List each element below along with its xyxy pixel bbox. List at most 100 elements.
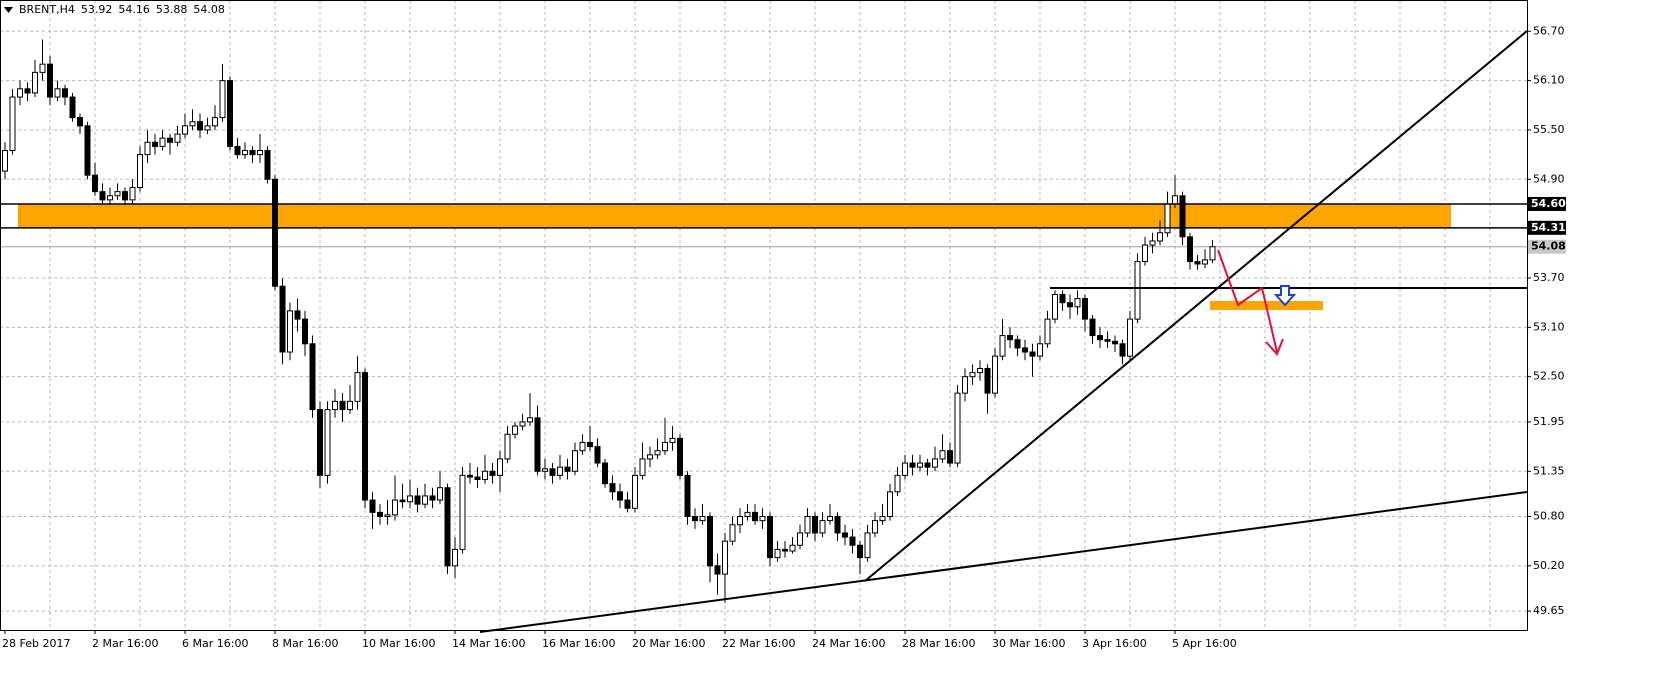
candle-body xyxy=(92,174,98,193)
candle-body xyxy=(302,318,308,345)
candle-body xyxy=(174,133,181,143)
candle-body xyxy=(399,499,406,503)
y-tick-label: 53.10 xyxy=(1533,320,1565,333)
candle-body xyxy=(744,511,751,518)
zone-layer xyxy=(18,203,1451,228)
sell-arrow xyxy=(1273,285,1297,307)
candle-body xyxy=(872,520,878,534)
candle-body xyxy=(482,470,488,480)
candle-body xyxy=(1014,339,1021,349)
candle-body xyxy=(617,491,623,501)
header: BRENT,H4 53.92 54.16 53.88 54.08 xyxy=(4,3,225,16)
candle-body xyxy=(594,446,601,464)
candle-body xyxy=(564,466,571,472)
candle-body xyxy=(1037,343,1043,357)
level-label-box xyxy=(1528,196,1566,211)
candle-body xyxy=(1074,298,1081,308)
candle-body xyxy=(144,141,151,156)
candle-body xyxy=(722,540,728,575)
candle-body xyxy=(1142,244,1148,263)
candle-body xyxy=(377,511,383,518)
candle-body xyxy=(2,150,8,172)
candle-body xyxy=(669,437,676,443)
x-tick-label: 16 Mar 16:00 xyxy=(542,637,615,650)
candle-body xyxy=(62,88,68,98)
candle-body xyxy=(114,191,121,197)
candle-body xyxy=(309,343,316,411)
candle-body xyxy=(234,145,241,156)
candle-body xyxy=(227,80,233,147)
candle-body xyxy=(587,441,593,448)
candle-body xyxy=(257,150,263,156)
candle-body xyxy=(572,450,578,472)
candle-body xyxy=(714,565,721,575)
candle-body xyxy=(272,178,278,287)
candle-body xyxy=(137,154,143,189)
resistance-zone xyxy=(18,203,1451,228)
candle-body xyxy=(1179,195,1186,238)
candle-body xyxy=(489,470,496,476)
candle-body xyxy=(294,310,301,320)
candle-body xyxy=(467,474,473,478)
candle-body xyxy=(197,121,203,131)
candle-body xyxy=(414,495,421,505)
scenario-arrow xyxy=(1217,249,1278,353)
bid-label-box xyxy=(1528,239,1566,254)
candle-body xyxy=(579,441,586,452)
candle-body xyxy=(849,536,856,546)
candle-body xyxy=(1067,302,1073,308)
x-tick-label: 5 Apr 16:00 xyxy=(1172,637,1237,650)
candle-body xyxy=(392,499,398,516)
candle-body xyxy=(504,433,511,460)
candle-body xyxy=(1044,318,1051,345)
candle-body xyxy=(834,516,841,534)
x-tick-label: 20 Mar 16:00 xyxy=(632,637,705,650)
candle-body xyxy=(699,516,706,522)
candle-body xyxy=(1089,318,1096,337)
candle-body xyxy=(924,462,931,468)
candle-body xyxy=(692,516,698,522)
candle-body xyxy=(1187,236,1193,263)
grid-layer xyxy=(0,0,1527,630)
candle-body xyxy=(422,495,428,505)
candle-body xyxy=(887,491,893,518)
high-value: 54.16 xyxy=(118,3,150,16)
candle-body xyxy=(602,462,608,485)
candle-body xyxy=(939,450,946,460)
candle-body xyxy=(1052,293,1058,320)
candle-body xyxy=(407,495,413,503)
x-tick-label: 6 Mar 16:00 xyxy=(182,637,248,650)
candle-body xyxy=(519,421,526,427)
candle-body xyxy=(542,468,548,472)
candle-body xyxy=(1157,232,1163,242)
candle-body xyxy=(909,462,916,468)
level-label-box xyxy=(1528,220,1566,235)
candle-body xyxy=(654,450,661,456)
candle-body xyxy=(54,88,61,98)
candle-body xyxy=(902,462,908,476)
candle-body xyxy=(1029,351,1036,357)
candle-body xyxy=(527,417,533,423)
y-tick-label: 51.95 xyxy=(1533,415,1565,428)
candle-body xyxy=(77,117,83,127)
candle-body xyxy=(99,191,106,201)
y-tick-label: 55.50 xyxy=(1533,123,1565,136)
x-tick-label: 14 Mar 16:00 xyxy=(452,637,525,650)
candle-body xyxy=(354,372,361,402)
candle-body xyxy=(152,141,158,147)
candle-body xyxy=(429,495,436,501)
candle-body xyxy=(729,524,736,542)
candle-body xyxy=(107,195,113,201)
candle-body xyxy=(662,441,668,452)
candle-body xyxy=(984,367,991,394)
candle-body xyxy=(954,392,961,464)
plot-frame xyxy=(0,0,1528,631)
x-tick-label: 28 Mar 16:00 xyxy=(902,637,975,650)
candle-body xyxy=(47,63,53,98)
candle-body xyxy=(992,355,998,394)
candle-body xyxy=(759,516,766,522)
candle-body xyxy=(249,150,256,156)
candle-body xyxy=(1127,318,1133,357)
